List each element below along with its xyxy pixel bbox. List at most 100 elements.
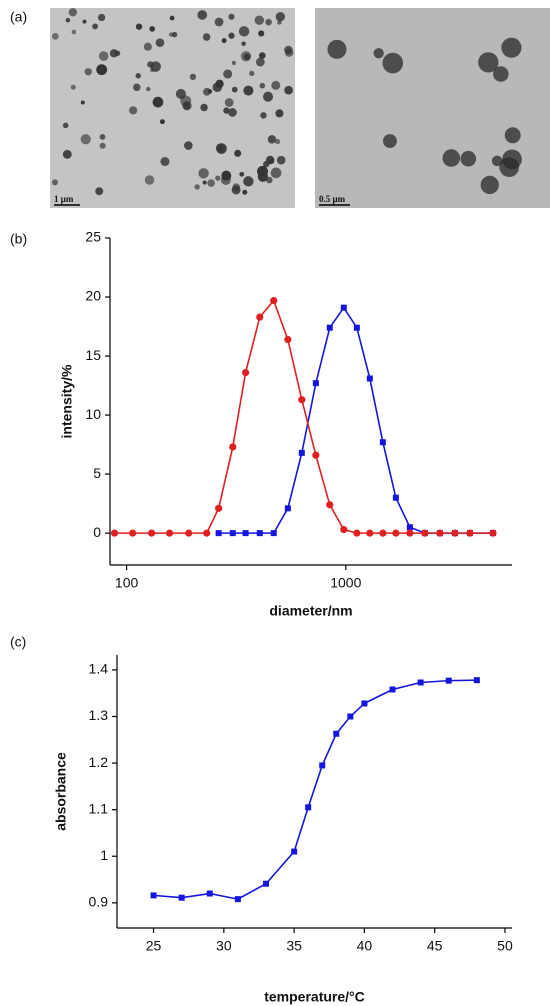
particle [270,167,282,179]
x-tick-label: 35 [286,938,302,954]
data-point [392,529,400,537]
particle [265,18,272,26]
particle [493,66,509,82]
data-point [128,529,137,537]
particle [98,51,109,61]
data-point [421,529,429,537]
data-point [229,530,236,537]
particle [275,11,286,22]
particle [373,48,384,59]
data-point [241,368,250,377]
particle [197,10,208,20]
particles [51,8,522,196]
x-tick-label: 40 [357,938,373,954]
particle [260,112,267,119]
data-point [178,894,185,901]
y-tick-label: 1.4 [89,661,109,677]
data-point [298,449,305,456]
particle [239,171,245,177]
data-point [291,848,298,855]
y-axis-title: intensity/% [59,364,75,438]
data-point [270,530,277,537]
particle [240,51,252,62]
particle [150,68,155,73]
particle [220,174,231,185]
data-point [305,804,312,811]
particle [80,134,91,145]
scale-bar-label: 1 μm [54,194,74,204]
particle [231,60,236,65]
particle [249,70,255,77]
data-point [203,529,211,537]
x-tick-label: 1000 [330,575,361,591]
particle [169,15,175,21]
particle [223,107,230,114]
particle [62,122,69,129]
x-tick-label: 50 [497,938,513,954]
particle [194,184,200,190]
particle [146,86,151,92]
data-point [333,730,340,737]
panel-label: (b) [10,231,27,247]
particle [382,52,404,74]
particle [241,41,246,46]
micrograph [50,8,295,208]
particle [133,83,141,92]
particle [276,155,286,165]
particle [231,86,238,93]
particle [263,160,270,168]
particle [143,42,152,51]
data-point [340,304,347,311]
data-point [361,700,368,707]
particle [255,57,265,67]
particle [159,119,165,125]
y-tick-label: 1.2 [89,754,109,770]
particle [155,38,165,48]
data-point [326,324,333,331]
particle [499,157,520,178]
data-point [379,439,386,446]
data-point [366,375,373,382]
particle [284,85,293,95]
y-tick-label: 10 [85,406,101,422]
y-tick-label: 25 [85,229,101,245]
series-line [218,306,493,534]
particle [202,180,207,185]
y-tick-label: 20 [85,288,101,304]
data-point [256,313,264,321]
data-point [392,494,399,501]
y-tick-label: 0 [93,524,101,540]
particle [460,150,477,167]
data-point [234,896,241,903]
data-point [185,529,193,537]
particle [135,73,141,79]
particle [238,26,250,37]
data-point [206,890,213,897]
y-tick-label: 15 [85,347,101,363]
y-tick-label: 1 [100,847,108,863]
particle [228,13,235,20]
particle [92,23,99,30]
x-tick-label: 100 [115,575,139,591]
series-line [153,679,477,900]
particle [149,26,155,32]
data-point [326,501,334,509]
particle [382,134,397,149]
data-point [150,892,157,899]
particle [95,187,104,196]
particle [215,79,224,88]
data-point [489,529,497,537]
y-tick-label: 1.3 [89,707,109,723]
data-point [298,396,306,404]
data-point [263,880,270,887]
particle [271,80,281,90]
particle [478,52,499,73]
data-point [436,529,444,537]
particle [504,127,521,144]
data-point [406,524,413,531]
particle [215,143,225,152]
particle [147,61,154,68]
data-point [347,713,354,720]
data-point [110,529,119,537]
